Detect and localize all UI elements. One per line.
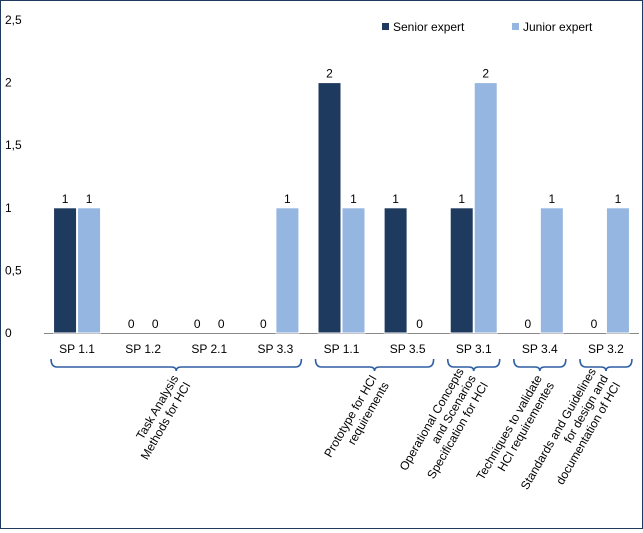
junior-expert-data-label: 1	[615, 192, 622, 206]
senior-expert-data-label: 0	[591, 317, 598, 331]
category-label: SP 3.5	[390, 342, 426, 356]
category-label: SP 2.1	[191, 342, 227, 356]
category-label: SP 3.3	[257, 342, 293, 356]
senior-expert-data-label: 0	[194, 317, 201, 331]
y-tick-label: 1,5	[5, 138, 22, 152]
junior-expert-data-label: 1	[284, 192, 291, 206]
senior-expert-bar	[317, 82, 342, 334]
category-label: SP 3.1	[456, 342, 492, 356]
junior-expert-bar	[473, 82, 498, 334]
junior-expert-bar	[77, 207, 102, 334]
y-tick-label: 2	[5, 76, 12, 90]
senior-expert-data-label: 1	[392, 192, 399, 206]
category-label: SP 1.2	[125, 342, 161, 356]
senior-expert-data-label: 0	[260, 317, 267, 331]
category-label: SP 3.4	[522, 342, 558, 356]
group-brace	[513, 358, 567, 372]
senior-expert-bar	[383, 207, 408, 334]
senior-expert-data-label: 2	[326, 67, 333, 81]
category-label: SP 1.1	[59, 342, 95, 356]
category-label: SP 3.2	[588, 342, 624, 356]
y-tick-label: 0,5	[5, 263, 22, 277]
legend-label: Junior expert	[523, 20, 593, 34]
junior-expert-data-label: 1	[548, 192, 555, 206]
junior-expert-bar	[539, 207, 564, 334]
junior-expert-data-label: 0	[416, 317, 423, 331]
senior-expert-data-label: 0	[128, 317, 135, 331]
junior-expert-data-label: 0	[152, 317, 159, 331]
group-brace	[579, 358, 633, 372]
senior-expert-data-label: 0	[524, 317, 531, 331]
legend-label: Senior expert	[393, 20, 465, 34]
senior-expert-bar	[53, 207, 78, 334]
junior-expert-bar	[605, 207, 630, 334]
group-brace	[446, 358, 501, 372]
legend-swatch	[382, 23, 389, 30]
legend-swatch	[512, 23, 519, 30]
group-brace	[314, 358, 435, 372]
junior-expert-data-label: 0	[218, 317, 225, 331]
junior-expert-bar	[341, 207, 366, 334]
senior-expert-bar	[449, 207, 474, 334]
junior-expert-data-label: 1	[86, 192, 93, 206]
group-brace	[50, 358, 303, 372]
y-tick-label: 1	[5, 201, 12, 215]
y-tick-label: 2,5	[5, 13, 22, 27]
junior-expert-data-label: 2	[482, 67, 489, 81]
y-tick-label: 0	[5, 326, 12, 340]
junior-expert-bar	[275, 207, 300, 334]
category-label: SP 1.1	[324, 342, 360, 356]
senior-expert-data-label: 1	[62, 192, 69, 206]
senior-expert-data-label: 1	[458, 192, 465, 206]
junior-expert-data-label: 1	[350, 192, 357, 206]
